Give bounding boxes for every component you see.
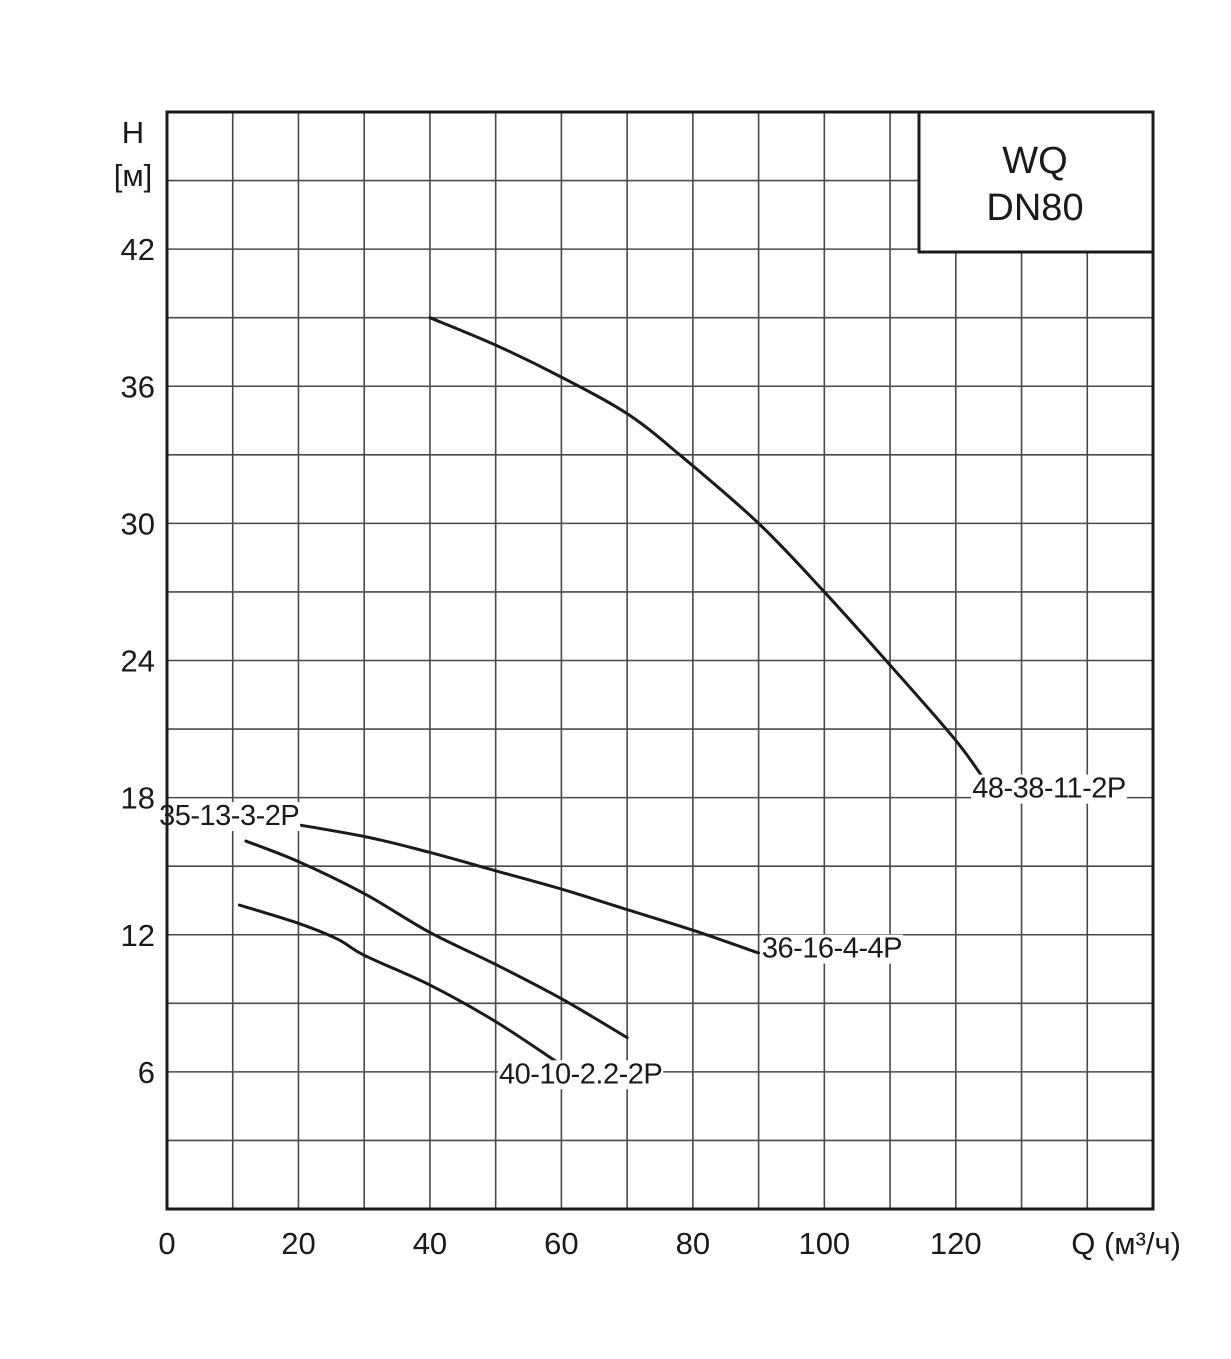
x-tick-label: 40 [413,1226,447,1261]
curve-label-background [158,802,301,832]
y-tick-label: 30 [121,506,155,541]
y-tick-label: 12 [121,918,155,953]
curve-label-background [760,934,903,964]
curves [237,316,991,1067]
y-tick-label: 18 [121,781,155,816]
y-tick-label: 42 [121,232,155,267]
y-tick-label: 6 [138,1055,155,1090]
title-box-frame [917,110,1155,254]
curve-40-10-2.2-2P [237,903,563,1067]
y-axis-label-unit: [м] [114,158,153,193]
curve-label-40-10-2.2-2P: 40-10-2.2-2P [499,1058,662,1090]
grid [167,112,1153,1209]
curve-label-background [971,774,1127,804]
x-tick-label: 100 [798,1226,850,1261]
curve-label-group: 48-38-11-2P [971,773,1127,805]
tick-labels: 0 20 40 60 80 100 120 6 12 18 24 30 36 42 [121,232,982,1261]
title-line-1: WQ [1002,140,1067,182]
x-tick-label: 60 [544,1226,578,1261]
y-tick-label: 36 [121,369,155,404]
curve-label-group: 36-16-4-4P [760,933,903,965]
x-tick-label: 120 [930,1226,982,1261]
title-line-2: DN80 [986,187,1083,229]
curve-label-48-38-11-2P: 48-38-11-2P [972,773,1126,805]
curve-label-background [497,1060,664,1090]
curve-label-35-13-3-2P: 35-13-3-2P [159,800,299,832]
x-tick-label: 0 [158,1226,175,1261]
axis-labels: H [м] Q (м³/ч) [114,115,1181,1261]
curve-label-group: 40-10-2.2-2P [497,1058,664,1090]
x-axis-label: Q (м³/ч) [1071,1226,1181,1261]
title-box: WQ DN80 [917,110,1155,254]
curve-48-38-11-2P [428,316,991,788]
curve-label-36-16-4-4P: 36-16-4-4P [762,933,902,965]
y-tick-label: 24 [121,644,155,679]
x-tick-label: 80 [676,1226,710,1261]
y-axis-label-symbol: H [122,115,144,150]
x-tick-label: 20 [281,1226,315,1261]
plot-frame [165,110,1155,1211]
curve-36-16-4-4P [270,818,761,955]
curve-35-13-3-2P [244,839,629,1040]
curve-label-group: 35-13-3-2P [158,800,301,832]
curve-labels: 48-38-11-2P 36-16-4-4P 35-13-3-2P 40-10-2.2… [158,773,1127,1090]
